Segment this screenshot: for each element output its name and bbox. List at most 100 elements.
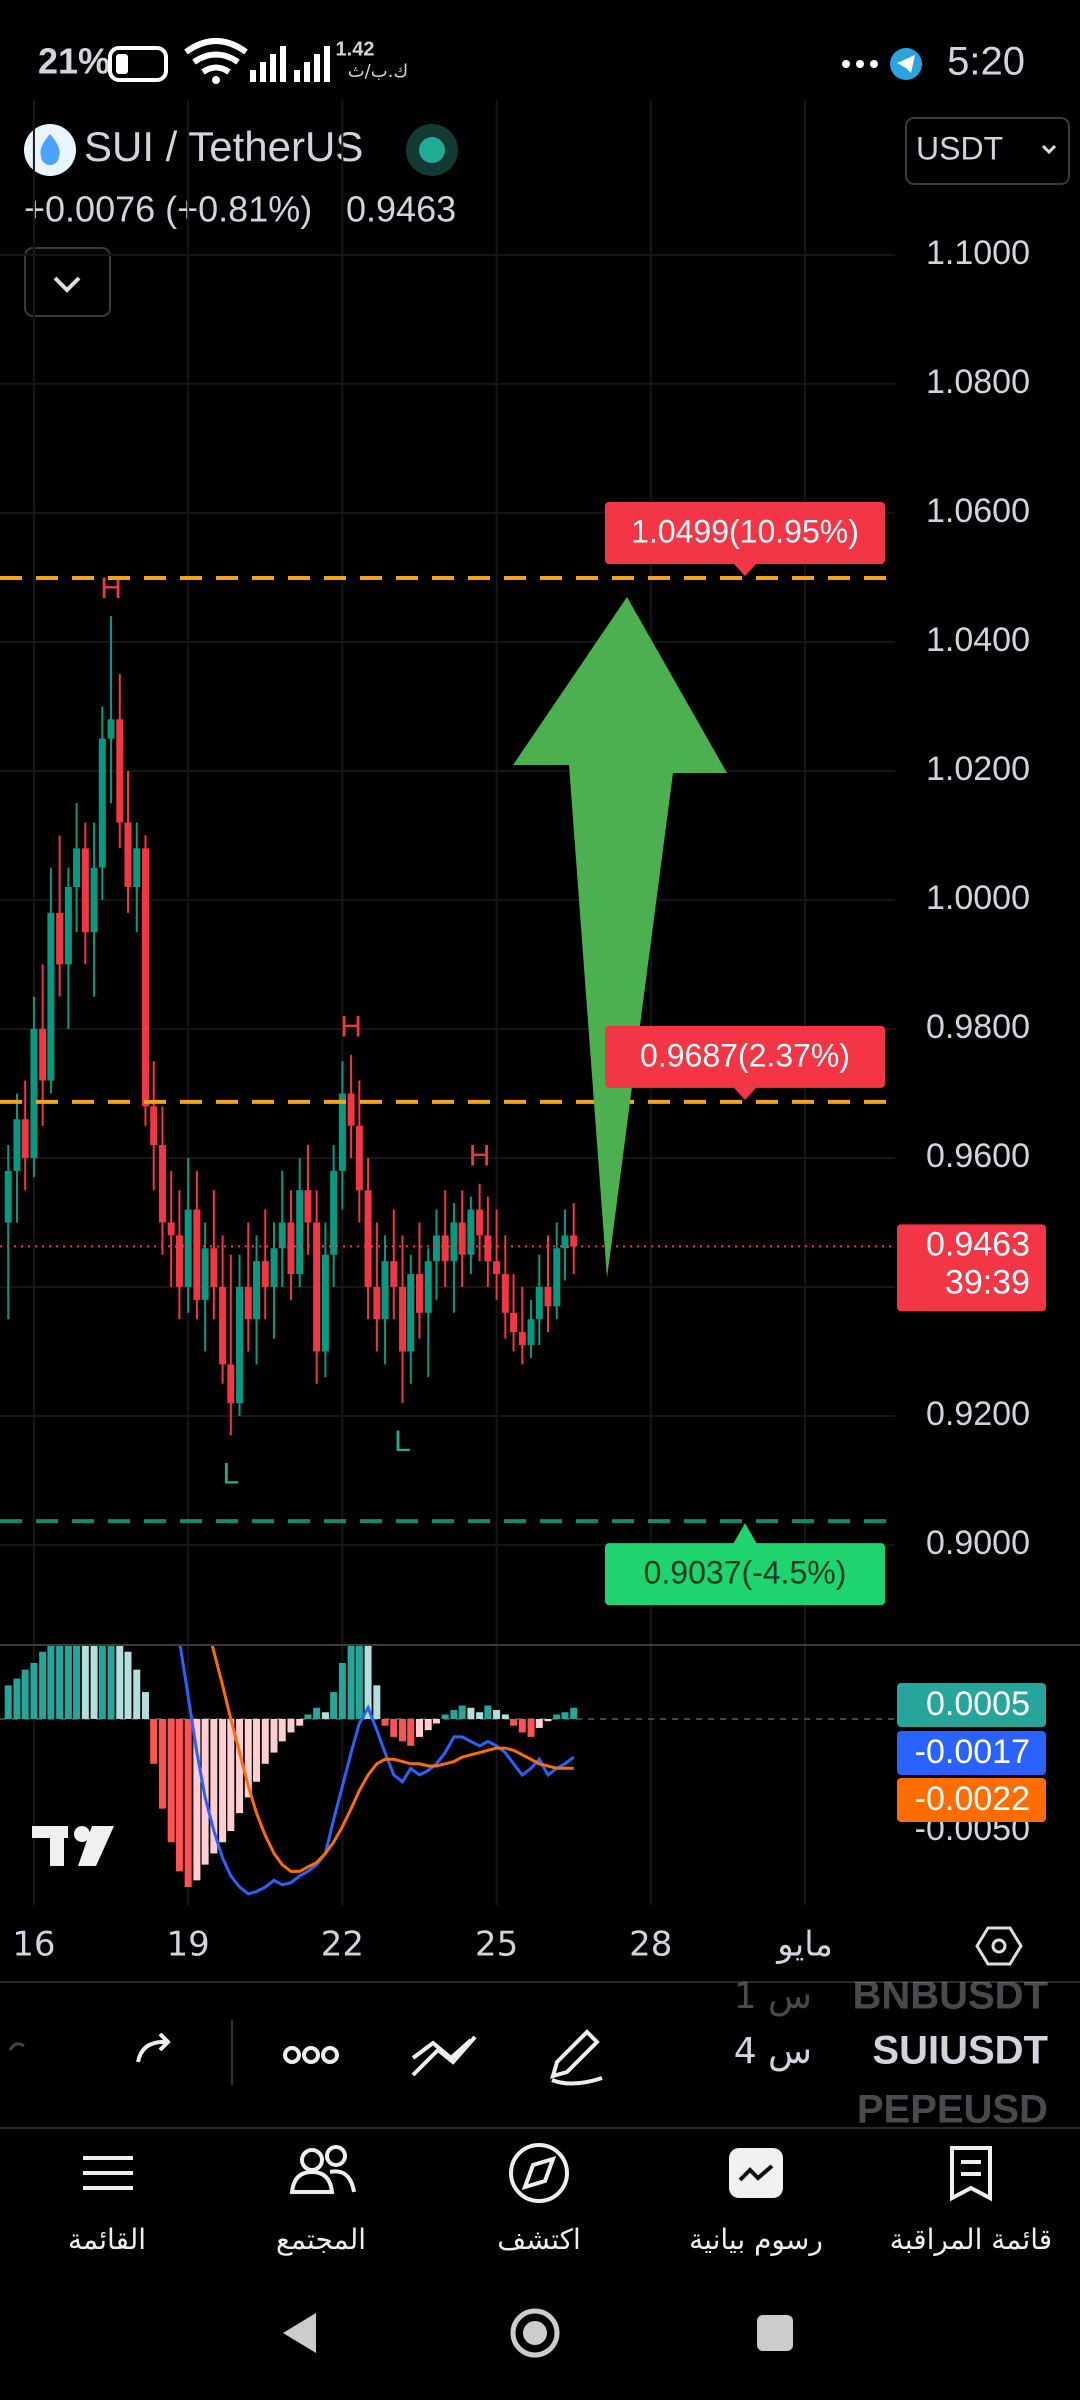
histogram-bar xyxy=(133,1669,141,1719)
histogram-bar xyxy=(278,1718,286,1742)
histogram-bar xyxy=(458,1705,466,1719)
macd-value-label: -0.0017 xyxy=(915,1733,1030,1771)
histogram-bar xyxy=(441,1714,449,1719)
histogram-bar xyxy=(424,1718,432,1731)
x-tick-label: 28 xyxy=(629,1925,672,1965)
symbol-name: SUI / TetherUS xyxy=(84,123,363,170)
line-tool-button[interactable] xyxy=(411,2035,477,2077)
back-button[interactable] xyxy=(283,2313,316,2353)
telegram-plane xyxy=(897,55,915,73)
nav-label[interactable]: المجتمع xyxy=(276,2223,366,2256)
macd-value-box xyxy=(897,1778,1046,1822)
explore-icon[interactable] xyxy=(509,2143,569,2203)
nav-label[interactable]: رسوم بيانية xyxy=(689,2223,823,2256)
currency-select[interactable] xyxy=(905,117,1070,185)
symbol-name[interactable]: BNBUSDT xyxy=(852,1974,1048,2018)
histogram-bar xyxy=(561,1712,569,1719)
macd-value-label: 0.0005 xyxy=(926,1685,1030,1723)
y-tick-label: 0.9000 xyxy=(926,1524,1030,1562)
last-price-box xyxy=(897,1224,1046,1312)
histogram-bar xyxy=(467,1707,475,1719)
candle-body xyxy=(219,1286,227,1365)
undo-button[interactable] xyxy=(8,2042,25,2051)
histogram-bar xyxy=(107,1646,115,1719)
candle-body xyxy=(296,1190,304,1275)
candle-body xyxy=(13,1119,21,1171)
level-pointer xyxy=(733,1086,757,1100)
histogram-bar xyxy=(90,1646,98,1719)
candle-body xyxy=(30,1028,38,1158)
collapse-button[interactable] xyxy=(24,247,111,317)
histogram-bar xyxy=(98,1646,106,1719)
charts-icon[interactable] xyxy=(729,2148,783,2198)
histogram-bar xyxy=(47,1646,55,1719)
histogram-bar xyxy=(355,1646,363,1719)
symbol-interval: 4 س xyxy=(734,2031,812,2072)
y-tick-label: 1.0400 xyxy=(926,621,1030,659)
nav-label[interactable]: قائمة المراقبة xyxy=(890,2223,1052,2256)
candle-body xyxy=(493,1261,501,1275)
histogram-bar xyxy=(175,1718,183,1872)
nav-label[interactable]: القائمة xyxy=(68,2223,146,2256)
community-icon[interactable] xyxy=(289,2145,356,2194)
header-price: 0.9463 xyxy=(346,189,456,230)
histogram-bar xyxy=(347,1646,355,1719)
histogram-bar xyxy=(141,1692,149,1719)
menu-icon[interactable] xyxy=(83,2156,133,2190)
candle-body xyxy=(39,1028,47,1081)
candle-body xyxy=(141,848,149,1107)
pattern-label: H xyxy=(469,1140,491,1173)
candle-body xyxy=(304,1190,312,1223)
histogram-bar xyxy=(261,1718,269,1764)
symbol-interval: 1 س xyxy=(734,1976,812,2017)
symbol-name[interactable]: PEPEUSD xyxy=(857,2088,1048,2132)
histogram-bar xyxy=(535,1718,543,1728)
histogram-bar xyxy=(432,1718,440,1724)
candle-body xyxy=(158,1145,166,1223)
candle-body xyxy=(175,1235,183,1287)
more-dots xyxy=(842,60,878,68)
candle-body xyxy=(227,1364,235,1404)
candle-body xyxy=(4,1170,12,1223)
candle-body xyxy=(355,1125,363,1191)
more-tools-button[interactable] xyxy=(283,2046,339,2064)
candle-body xyxy=(167,1222,175,1236)
recents-button[interactable] xyxy=(757,2315,793,2351)
pattern-label: L xyxy=(394,1425,411,1458)
candle-body xyxy=(133,848,141,888)
candle-body xyxy=(81,848,89,933)
candle-body xyxy=(510,1312,518,1333)
histogram-bar xyxy=(381,1718,389,1726)
macd-value-label: -0.0022 xyxy=(915,1780,1030,1818)
symbol-name[interactable]: SUIUSDT xyxy=(872,2029,1048,2073)
candle-body xyxy=(270,1248,278,1287)
x-tick-label: 16 xyxy=(12,1925,55,1965)
settings-button[interactable] xyxy=(975,1926,1023,1966)
candle-body xyxy=(287,1222,295,1275)
histogram-bar xyxy=(64,1646,72,1719)
histogram-bar xyxy=(304,1714,312,1719)
candle-body xyxy=(432,1235,440,1262)
candle-body xyxy=(210,1248,218,1287)
watchlist-icon[interactable] xyxy=(950,2146,992,2202)
signal-icon xyxy=(250,46,330,82)
brush-button[interactable] xyxy=(550,2029,603,2086)
candle-body xyxy=(21,1119,29,1158)
histogram-bar xyxy=(407,1718,415,1746)
clock: 5:20 xyxy=(947,40,1025,84)
home-button[interactable] xyxy=(510,2308,560,2358)
x-tick-label: 19 xyxy=(167,1925,210,1965)
level-box xyxy=(605,1025,885,1088)
nav-label[interactable]: اكتشف xyxy=(497,2223,581,2256)
candle-body xyxy=(64,887,72,965)
candle-body xyxy=(184,1209,192,1287)
x-tick-label: مايو xyxy=(775,1925,833,1965)
level-pointer xyxy=(733,1523,757,1545)
redo-button[interactable] xyxy=(136,2032,171,2063)
candle-body xyxy=(73,848,81,888)
histogram-bar xyxy=(167,1718,175,1843)
histogram-bar xyxy=(244,1718,252,1798)
speed-unit: ك.ب/ث xyxy=(348,61,409,82)
